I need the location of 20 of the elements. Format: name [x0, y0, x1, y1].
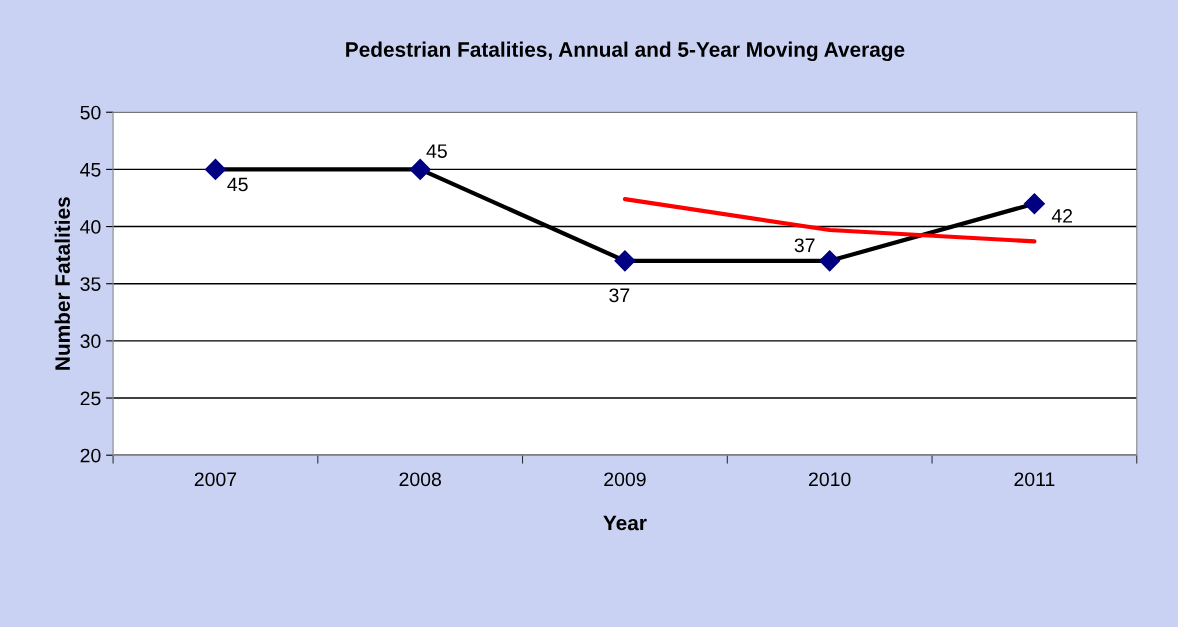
y-tick-label: 20 — [80, 448, 101, 463]
y-tick-label: 50 — [80, 105, 101, 120]
y-tick-label: 35 — [80, 277, 101, 291]
y-tick-label: 25 — [80, 391, 101, 406]
chart-title: Pedestrian Fatalities, Annual and 5-Year Moving Average — [346, 41, 905, 62]
y-tick-label: 40 — [80, 220, 101, 234]
data-label: 45 — [227, 177, 248, 192]
x-tick-label: 2011 — [1014, 472, 1055, 487]
data-label: 37 — [794, 238, 815, 253]
x-tick-label: 2007 — [194, 472, 237, 487]
x-axis-title: Year — [603, 515, 647, 531]
y-tick-label: 45 — [80, 163, 101, 177]
y-tick-label: 30 — [80, 334, 101, 349]
x-tick-label: 2009 — [604, 472, 646, 487]
y-axis-title: Number Fatalities — [54, 197, 70, 370]
x-tick-label: 2010 — [809, 472, 851, 487]
x-tick-label: 2008 — [399, 472, 441, 487]
data-label: 45 — [426, 144, 447, 158]
data-label: 42 — [1051, 209, 1073, 223]
data-label: 37 — [609, 288, 630, 303]
